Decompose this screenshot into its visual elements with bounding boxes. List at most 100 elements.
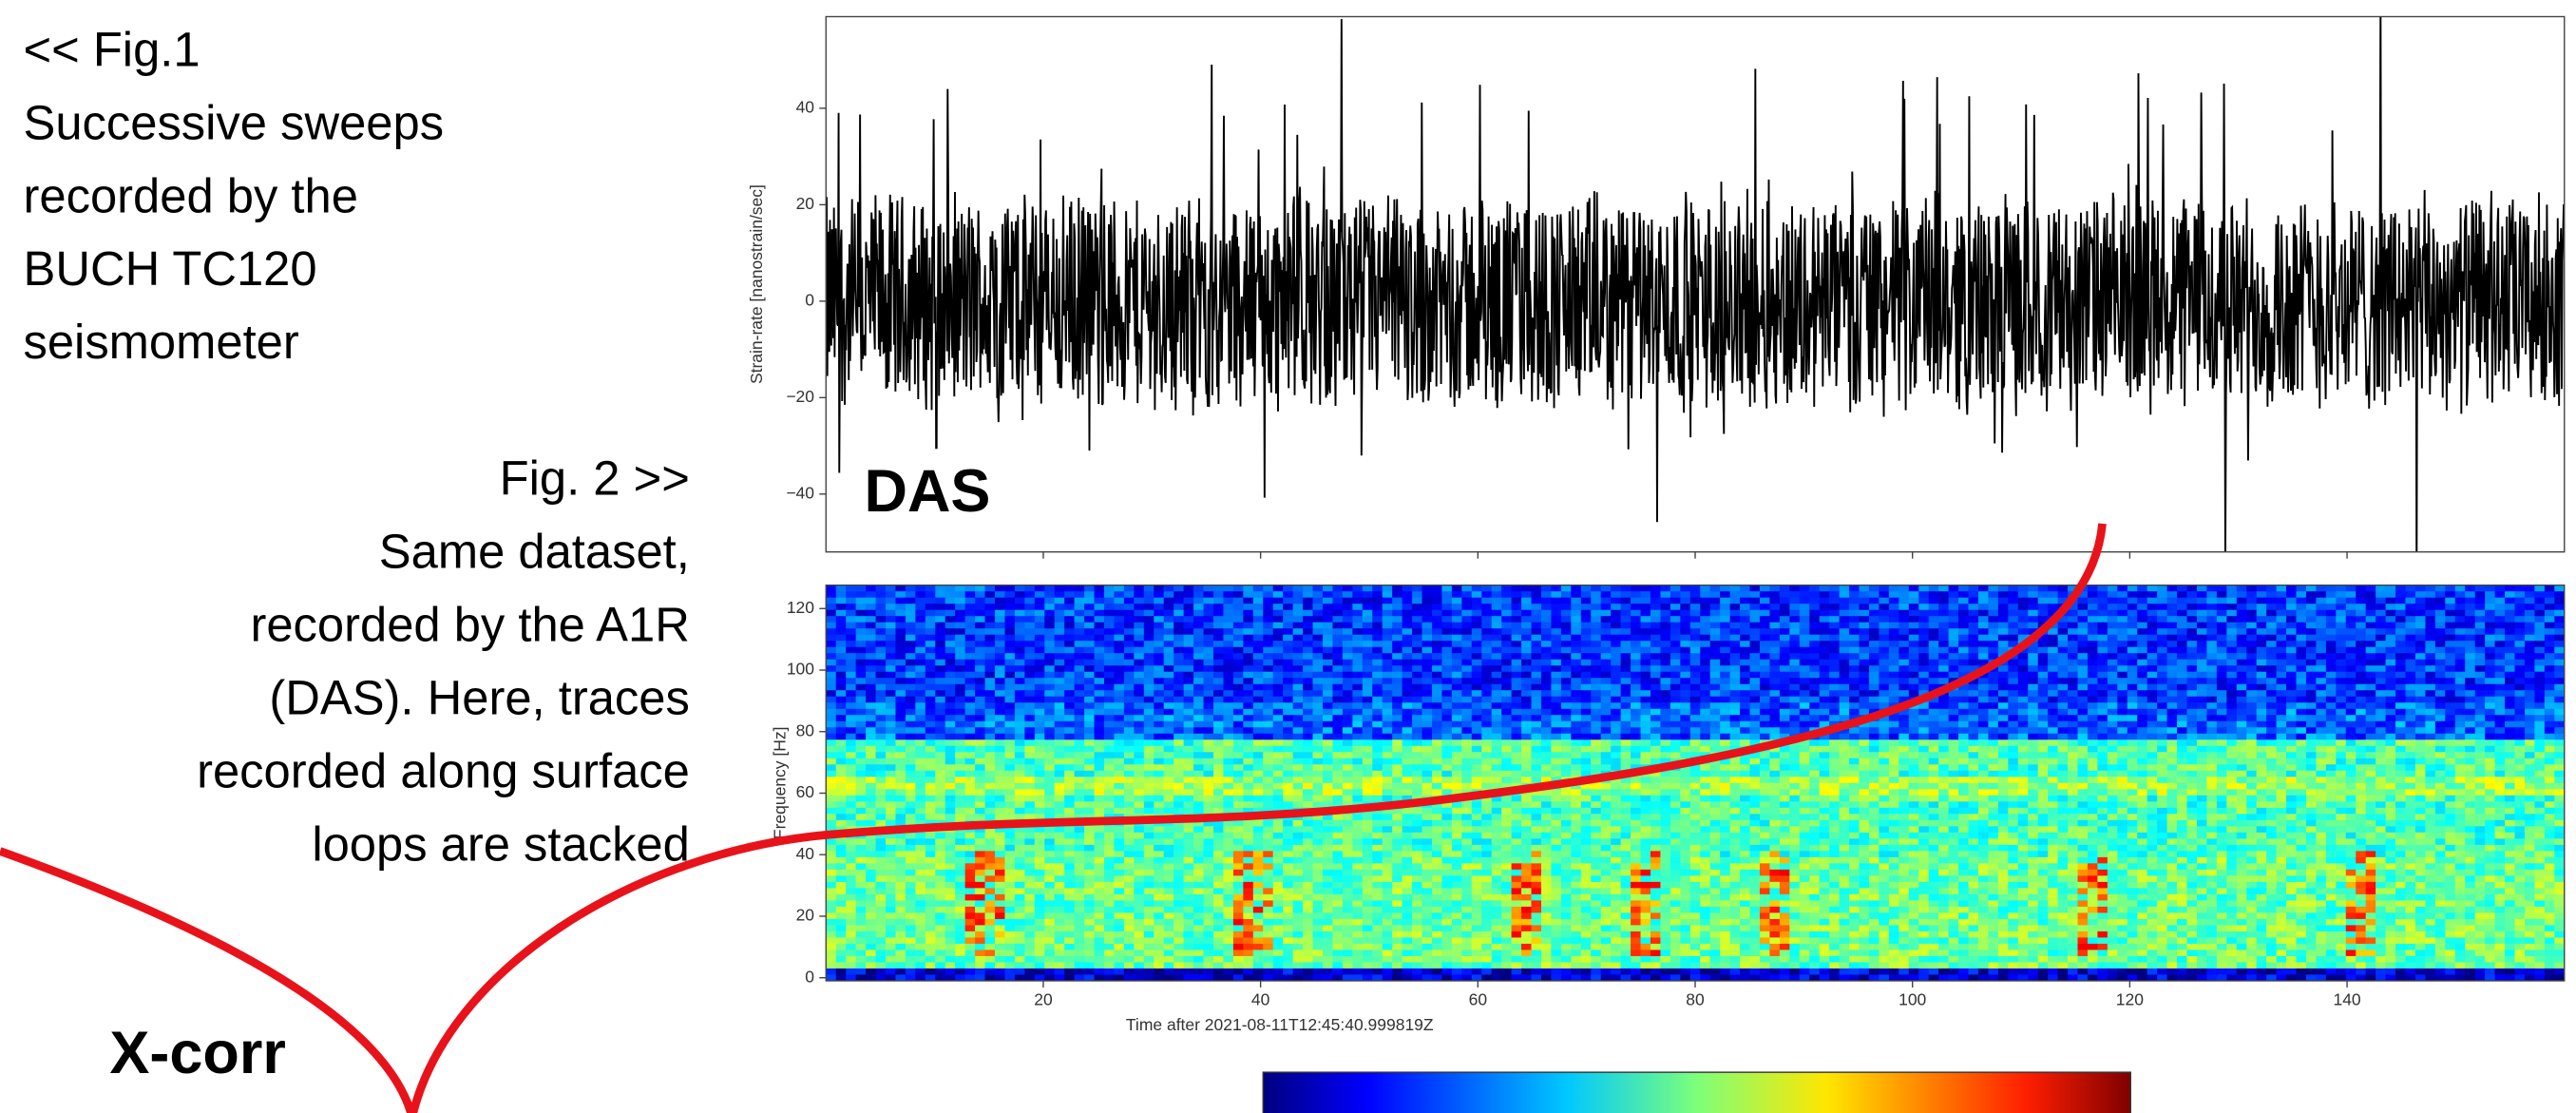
spectrogram-cell [876,641,887,647]
spectrogram-cell [1015,604,1025,610]
spectrogram-cell [1541,616,1552,623]
spectrogram-cell [1789,665,1800,672]
spectrogram-cell [1780,721,1790,728]
spectrogram-cell [2475,697,2486,703]
spectrogram-cell [1283,746,1293,753]
spectrogram-cell [1889,635,1899,642]
spectrogram-cell [1323,653,1333,660]
spectrogram-cell [1144,598,1154,604]
spectrogram-cell [2405,727,2415,734]
spectrogram-cell [1730,591,1741,598]
spectrogram-cell [915,653,925,660]
spectrogram-cell [1104,746,1115,753]
spectrogram-cell [1789,702,1800,709]
spectrogram-cell [1750,697,1761,703]
spectrogram-cell [2048,598,2058,604]
spectrogram-cell [1004,616,1015,623]
spectrogram-cell [1363,616,1373,623]
spectrogram-cell [1651,697,1661,703]
spectrogram-cell [1680,734,1690,740]
spectrogram-cell [2226,635,2237,642]
spectrogram-cell [2128,653,2138,660]
spectrogram-cell [1114,653,1124,660]
spectrogram-cell [1075,616,1085,623]
spectrogram-cell [1532,678,1542,684]
spectrogram-cell [2177,647,2187,654]
spectrogram-cell [866,739,876,746]
spectrogram-cell [856,715,867,721]
spectrogram-cell [1104,702,1115,709]
spectrogram-cell [2137,739,2147,746]
spectrogram-cell [955,585,965,592]
spectrogram-cell [1769,635,1780,642]
spectrogram-cell [1313,610,1324,617]
spectrogram-cell [1938,734,1949,740]
spectrogram-cell [1820,697,1830,703]
spectrogram-cell [1432,604,1442,610]
spectrogram-cell [1075,628,1085,635]
spectrogram-cell [2415,628,2426,635]
spectrogram-cell [2505,746,2515,753]
spectrogram-cell [1461,635,1472,642]
spectrogram-cell [2386,653,2396,660]
spectrogram-cell [1064,697,1075,703]
spectrogram-cell [1461,678,1472,684]
spectrogram-cell [1422,752,1433,758]
spectrogram-cell [1472,678,1482,684]
spectrogram-cell [2386,752,2396,758]
spectrogram-cell [1332,641,1343,647]
spectrogram-cell [2147,727,2158,734]
spectrogram-cell [1263,647,1273,654]
spectrogram-cell [1869,734,1880,740]
spectrogram-cell [2088,672,2098,679]
spectrogram-cell [2425,660,2435,666]
spectrogram-cell [1441,758,1452,765]
spectrogram-cell [2078,721,2089,728]
spectrogram-cell [876,585,887,592]
spectrogram-cell [1561,739,1572,746]
spectrogram-cell [1978,746,1989,753]
spectrogram-cell [1512,721,1522,728]
spectrogram-cell [1481,585,1492,592]
spectrogram-cell [1710,610,1721,617]
spectrogram-cell [1690,665,1701,672]
spectrogram-cell [2177,739,2187,746]
spectrogram-cell [955,660,965,666]
spectrogram-cell [1800,678,1810,684]
spectrogram-cell [2286,660,2297,666]
spectrogram-cell [2514,752,2525,758]
spectrogram-cell [1800,702,1810,709]
y-tick-label: 20 [796,194,815,213]
spectrogram-cell [2296,585,2306,592]
spectrogram-cell [1769,665,1780,672]
spectrogram-cell [1154,660,1164,666]
spectrogram-cell [1710,678,1721,684]
spectrogram-cell [2514,628,2525,635]
spectrogram-cell [1789,727,1800,734]
spectrogram-cell [2186,635,2197,642]
spectrogram-cell [2356,690,2366,697]
spectrogram-cell [2078,727,2089,734]
spectrogram-cell [2554,635,2565,642]
spectrogram-cell [1114,598,1124,604]
spectrogram-cell [2475,653,2486,660]
spectrogram-cell [985,591,996,598]
spectrogram-cell [975,598,985,604]
spectrogram-cell [1631,623,1641,629]
spectrogram-cell [1918,623,1929,629]
spectrogram-cell [1829,628,1840,635]
spectrogram-cell [1064,653,1075,660]
spectrogram-cell [1621,727,1631,734]
spectrogram-cell [2405,647,2415,654]
spectrogram-cell [2475,610,2486,617]
spectrogram-cell [2157,727,2167,734]
spectrogram-cell [2554,702,2565,709]
spectrogram-cell [1641,684,1651,691]
spectrogram-cell [945,598,956,604]
spectrogram-cell [1204,623,1214,629]
spectrogram-cell [1532,604,1542,610]
spectrogram-cell [1978,709,1989,716]
spectrogram-cell [1492,591,1502,598]
spectrogram-cell [1889,678,1899,684]
spectrogram-cell [1124,604,1135,610]
